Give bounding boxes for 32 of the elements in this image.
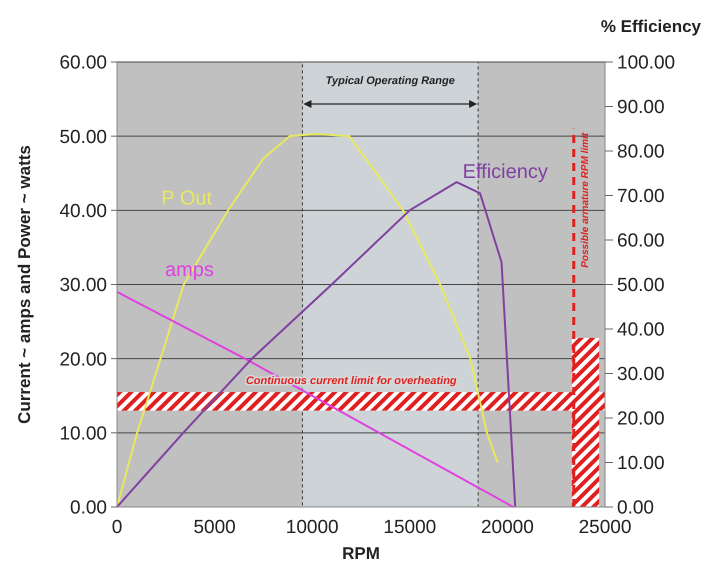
x-tick-label: 5000 bbox=[193, 517, 236, 538]
x-tick-label: 0 bbox=[112, 517, 122, 538]
line-series bbox=[116, 181, 516, 508]
x-tick-label: 15000 bbox=[383, 517, 436, 538]
y-tick-label: 50.00 bbox=[59, 126, 107, 148]
band-label: Typical Operating Range bbox=[326, 75, 455, 87]
series-label: Efficiency bbox=[462, 161, 548, 184]
x-tick-label: 25000 bbox=[578, 517, 632, 538]
ref-line-label: Possible armature RPM limit bbox=[580, 132, 591, 268]
y-tick-label: 40.00 bbox=[59, 200, 107, 222]
y-tick-label: 10.00 bbox=[59, 423, 107, 444]
y2-tick-label: 60.00 bbox=[617, 230, 665, 252]
y-axis-title: Current ~ amps and Power ~ watts bbox=[15, 145, 34, 424]
x-axis-title: RPM bbox=[342, 544, 380, 563]
y2-tick-label: 70.00 bbox=[617, 186, 665, 208]
y2-tick-label: 80.00 bbox=[617, 142, 665, 163]
y2-tick-label: 10.00 bbox=[617, 453, 665, 474]
y2-tick-label: 100.00 bbox=[617, 52, 676, 74]
y-tick-label: 0.00 bbox=[70, 498, 107, 519]
series-label: P Out bbox=[161, 187, 212, 210]
y2-tick-label: 40.00 bbox=[617, 320, 665, 341]
y2-tick-label: 90.00 bbox=[617, 97, 665, 118]
x-tick-label: 20000 bbox=[480, 517, 534, 538]
y2-tick-label: 30.00 bbox=[617, 364, 665, 386]
y2-tick-label: 20.00 bbox=[617, 408, 665, 430]
y2-axis-title: % Efficiency bbox=[600, 17, 702, 36]
x-tick-label: 10000 bbox=[286, 517, 339, 538]
y-tick-label: 60.00 bbox=[59, 52, 107, 74]
y-tick-label: 20.00 bbox=[59, 349, 107, 370]
y2-tick-label: 0.00 bbox=[617, 498, 654, 519]
y2-tick-label: 50.00 bbox=[617, 275, 665, 296]
y-tick-label: 30.00 bbox=[59, 275, 107, 296]
